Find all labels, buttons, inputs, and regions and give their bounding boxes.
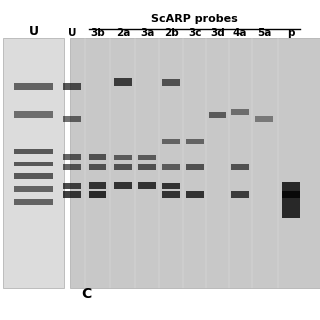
- FancyBboxPatch shape: [186, 139, 204, 144]
- Text: 3b: 3b: [90, 28, 105, 38]
- Text: 3c: 3c: [188, 28, 202, 38]
- Text: 3d: 3d: [210, 28, 225, 38]
- FancyBboxPatch shape: [63, 191, 81, 198]
- FancyBboxPatch shape: [231, 191, 249, 198]
- FancyBboxPatch shape: [139, 155, 156, 160]
- FancyBboxPatch shape: [89, 182, 106, 189]
- FancyBboxPatch shape: [14, 149, 53, 154]
- Text: p: p: [287, 28, 295, 38]
- FancyBboxPatch shape: [89, 191, 106, 198]
- FancyBboxPatch shape: [163, 139, 180, 144]
- Text: U: U: [68, 28, 76, 38]
- FancyBboxPatch shape: [89, 154, 106, 160]
- FancyBboxPatch shape: [70, 38, 320, 288]
- FancyBboxPatch shape: [14, 173, 53, 179]
- FancyBboxPatch shape: [163, 183, 180, 189]
- FancyBboxPatch shape: [14, 186, 53, 192]
- Text: ScARP probes: ScARP probes: [151, 14, 238, 24]
- Text: 3a: 3a: [140, 28, 154, 38]
- FancyBboxPatch shape: [139, 182, 156, 189]
- FancyBboxPatch shape: [115, 182, 132, 189]
- FancyBboxPatch shape: [231, 109, 249, 115]
- FancyBboxPatch shape: [163, 191, 180, 198]
- FancyBboxPatch shape: [255, 116, 273, 122]
- FancyBboxPatch shape: [115, 164, 132, 170]
- FancyBboxPatch shape: [14, 199, 53, 205]
- FancyBboxPatch shape: [283, 189, 300, 218]
- Text: 2b: 2b: [164, 28, 179, 38]
- FancyBboxPatch shape: [63, 164, 81, 170]
- Text: 5a: 5a: [257, 28, 271, 38]
- FancyBboxPatch shape: [14, 162, 53, 166]
- FancyBboxPatch shape: [231, 164, 249, 170]
- FancyBboxPatch shape: [3, 38, 64, 288]
- FancyBboxPatch shape: [139, 164, 156, 170]
- FancyBboxPatch shape: [163, 164, 180, 170]
- FancyBboxPatch shape: [186, 164, 204, 170]
- FancyBboxPatch shape: [63, 116, 81, 122]
- Text: 4a: 4a: [233, 28, 247, 38]
- FancyBboxPatch shape: [14, 111, 53, 118]
- FancyBboxPatch shape: [63, 183, 81, 189]
- Text: C: C: [81, 287, 92, 301]
- FancyBboxPatch shape: [283, 182, 300, 189]
- FancyBboxPatch shape: [163, 79, 180, 86]
- FancyBboxPatch shape: [115, 78, 132, 86]
- FancyBboxPatch shape: [209, 112, 227, 118]
- FancyBboxPatch shape: [283, 191, 300, 198]
- FancyBboxPatch shape: [63, 83, 81, 90]
- Text: 2a: 2a: [116, 28, 130, 38]
- FancyBboxPatch shape: [186, 191, 204, 198]
- FancyBboxPatch shape: [115, 155, 132, 160]
- FancyBboxPatch shape: [63, 154, 81, 160]
- Text: U: U: [28, 25, 39, 38]
- FancyBboxPatch shape: [89, 164, 106, 170]
- FancyBboxPatch shape: [14, 83, 53, 90]
